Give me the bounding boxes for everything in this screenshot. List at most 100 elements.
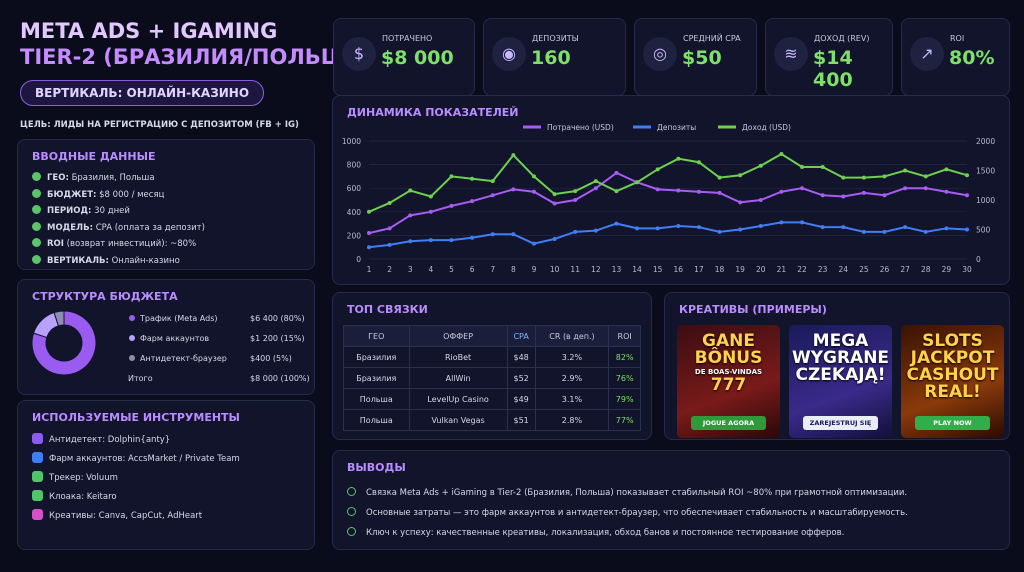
tools-panel: ИСПОЛЬЗУЕМЫЕ ИНСТРУМЕНТЫ Антидетект: Dolp… <box>17 400 315 550</box>
x-tick-label: 26 <box>880 265 890 274</box>
cell: Vulkan Vegas <box>408 409 508 431</box>
legend-label: Депозиты <box>657 123 696 132</box>
point <box>387 242 392 247</box>
kpi-icon: ↗ <box>910 37 944 71</box>
point <box>614 170 619 175</box>
point <box>428 238 433 243</box>
tool-icon <box>32 452 43 463</box>
tool-icon <box>32 490 43 501</box>
check-icon <box>347 507 356 516</box>
series-line <box>368 171 968 235</box>
kpi-value: $8 000 <box>381 47 454 69</box>
header-cell: ГЕО <box>343 325 410 347</box>
input-row: ROI (возврат инвестиций): ~80% <box>32 238 196 249</box>
point <box>428 209 433 214</box>
cell: 76% <box>608 367 641 389</box>
point <box>696 225 701 230</box>
point <box>696 189 701 194</box>
kpi-label: ДОХОД (REV) <box>814 34 870 43</box>
point <box>965 173 969 178</box>
panel-title: СТРУКТУРА БЮДЖЕТА <box>32 290 178 303</box>
cell: $52 <box>506 367 536 389</box>
x-tick-label: 1 <box>367 265 372 274</box>
legend-value: $400 (5%) <box>250 354 292 363</box>
point <box>635 226 640 231</box>
input-key: ГЕО: <box>47 173 69 183</box>
x-tick-label: 17 <box>694 265 704 274</box>
x-tick-label: 28 <box>921 265 931 274</box>
tool-key: Клоака: <box>49 492 85 502</box>
legend-label: Трафик (Meta Ads) <box>139 314 218 323</box>
point <box>965 227 969 232</box>
kpi-card: ◎ СРЕДНИЙ CPA $50 <box>634 18 757 96</box>
kpi-label: ПОТРАЧЕНО <box>382 34 433 43</box>
x-tick-label: 10 <box>550 265 560 274</box>
point <box>676 188 681 193</box>
x-tick-label: 14 <box>632 265 642 274</box>
y-tick-label: 200 <box>347 231 362 240</box>
y-tick-label: 1000 <box>342 137 361 146</box>
y-tick-label: 400 <box>347 208 362 217</box>
point <box>944 189 949 194</box>
tool-row: Фарм аккаунтов: AccsMarket / Private Tea… <box>32 452 240 464</box>
x-tick-label: 5 <box>449 265 454 274</box>
cell: Бразилия <box>343 367 410 389</box>
cell: 82% <box>608 346 641 368</box>
point <box>841 225 846 230</box>
inputs-panel: ВВОДНЫЕ ДАННЫЕ ГЕО: Бразилия, Польша БЮДЖЕ… <box>17 139 315 270</box>
check-icon <box>347 527 356 536</box>
bundles-table: ГЕО ОФФЕР CPA CR (в деп.) ROI Бразилия RioBet $… <box>343 325 641 431</box>
y-tick-label: 600 <box>347 184 362 193</box>
title-line: META ADS + IGAMING <box>20 19 278 43</box>
point <box>800 164 805 169</box>
point <box>470 199 475 204</box>
input-value: $8 000 / месяц <box>99 189 165 200</box>
point <box>861 229 866 234</box>
point <box>882 174 887 179</box>
tool-key: Креативы: <box>49 511 96 521</box>
point <box>593 179 598 184</box>
x-tick-label: 7 <box>490 265 495 274</box>
kpi-card: ↗ ROI 80% <box>901 18 1010 96</box>
input-value: CPA (оплата за депозит) <box>95 222 205 233</box>
point <box>861 175 866 180</box>
creative-line: SLOTS <box>922 331 983 351</box>
point <box>841 194 846 199</box>
input-key: ВЕРТИКАЛЬ: <box>47 255 109 266</box>
goal: ЦЕЛЬ: ЛИДЫ НА РЕГИСТРАЦИЮ С ДЕПОЗИТОМ (F… <box>20 120 299 130</box>
y2-tick-label: 0 <box>976 255 981 264</box>
x-tick-label: 2 <box>387 265 392 274</box>
input-row: ПЕРИОД: 30 дней <box>32 205 130 216</box>
cell: AllWin <box>408 367 508 389</box>
tool-key: Антидетект: <box>49 435 106 445</box>
input-row: БЮДЖЕТ: $8 000 / месяц <box>32 188 165 200</box>
y2-tick-label: 500 <box>976 226 991 235</box>
tool-key: Трекер: <box>49 473 84 483</box>
kpi-label: СРЕДНИЙ CPA <box>683 34 741 43</box>
tool-icon <box>32 509 43 520</box>
table-header: ГЕО ОФФЕР CPA CR (в деп.) ROI <box>343 325 641 347</box>
creative-line: 777 <box>710 375 747 395</box>
header-cell: CR (в деп.) <box>534 325 610 347</box>
creative-line: WYGRANE <box>791 348 890 368</box>
series-line <box>368 152 968 213</box>
x-tick-label: 9 <box>532 265 537 274</box>
point <box>408 213 413 218</box>
panel-title: ВВОДНЫЕ ДАННЫЕ <box>32 150 156 163</box>
cell: 2.8% <box>534 409 610 431</box>
table-row: Польша Vulkan Vegas $51 2.8% 77% <box>343 409 641 431</box>
tool-value: Keitaro <box>86 492 117 502</box>
panel-title: КРЕАТИВЫ (ПРИМЕРЫ) <box>679 303 827 316</box>
kpi-value: 160 <box>531 47 571 69</box>
table-row: Бразилия AllWin $52 2.9% 76% <box>343 367 641 389</box>
input-key: МОДЕЛЬ: <box>47 222 93 233</box>
point <box>367 231 371 236</box>
input-row: ГЕО: Бразилия, Польша <box>32 172 155 183</box>
point <box>738 173 743 178</box>
legend-dot <box>129 355 135 361</box>
tool-value: Dolphin{anty} <box>107 435 171 445</box>
point <box>882 193 887 198</box>
point <box>470 176 475 181</box>
panel-title: ТОП СВЯЗКИ <box>347 303 428 316</box>
